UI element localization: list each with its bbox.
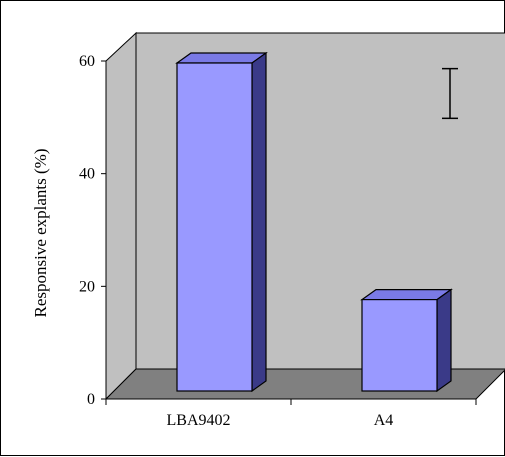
bar	[175, 51, 268, 393]
bar-front	[176, 62, 253, 392]
error-bar	[442, 67, 458, 120]
x-ticks: LBA9402 A4	[105, 399, 477, 429]
y-tick-label: 0	[87, 391, 95, 408]
y-tick-label: 40	[79, 166, 95, 183]
x-tick-label: LBA9402	[167, 412, 231, 429]
bar-side	[436, 288, 452, 393]
bars	[175, 51, 453, 393]
bar-front	[361, 299, 438, 392]
x-tick-label: A4	[374, 412, 394, 429]
bar-side	[251, 51, 267, 393]
y-tick-label: 20	[79, 278, 95, 295]
side-wall	[105, 31, 137, 401]
bar-top	[175, 52, 268, 64]
y-ticks: 0 20 40 60	[79, 53, 106, 408]
bar-top	[360, 289, 453, 301]
y-tick-label: 60	[79, 53, 95, 70]
y-axis-label: Responsive explants (%)	[31, 148, 50, 317]
bar	[360, 288, 453, 393]
